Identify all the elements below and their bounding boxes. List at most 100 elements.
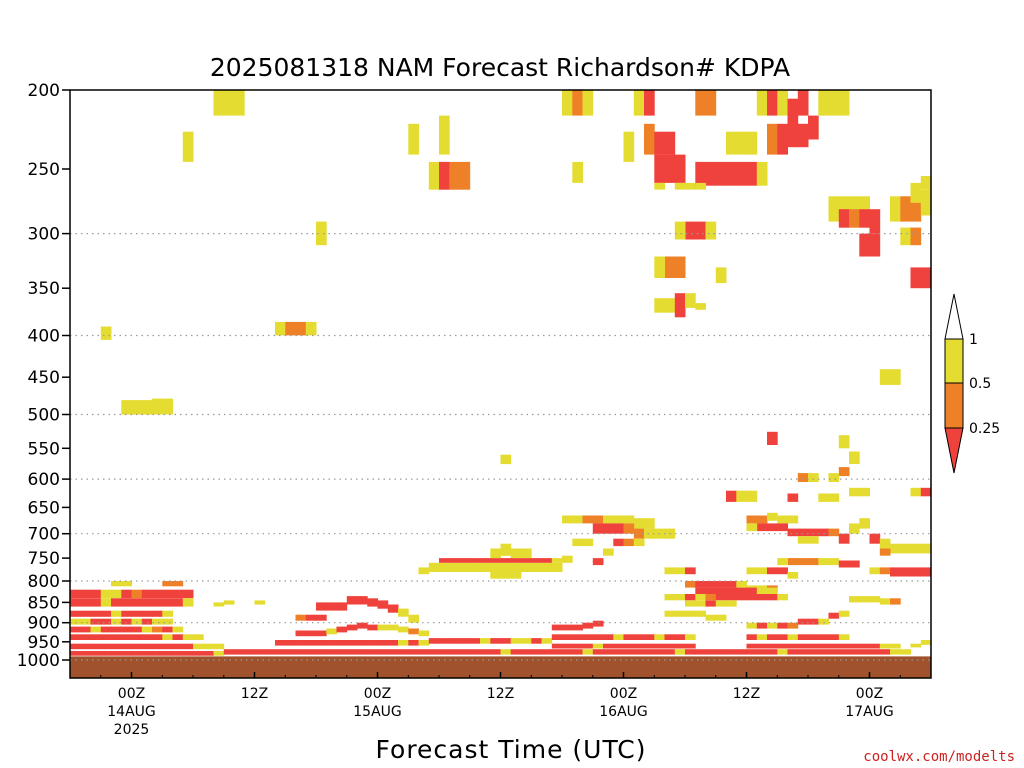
ri-cell xyxy=(111,626,122,633)
ri-cell xyxy=(152,626,163,633)
ri-cell xyxy=(551,558,563,563)
ri-cell xyxy=(141,626,153,633)
ri-cell xyxy=(377,600,389,609)
ri-cell xyxy=(182,589,194,599)
ri-cell xyxy=(316,614,327,621)
ri-cell xyxy=(111,643,122,650)
ri-cell xyxy=(777,622,788,629)
ri-cell xyxy=(121,643,132,650)
ri-cell xyxy=(100,326,112,340)
ri-cell xyxy=(726,594,737,601)
ri-cell xyxy=(879,598,891,605)
ri-cell xyxy=(920,189,931,216)
ri-cell xyxy=(295,614,307,621)
ri-cell xyxy=(469,649,481,655)
ri-cell xyxy=(131,589,143,599)
ri-cell xyxy=(931,640,942,645)
ri-cell xyxy=(767,649,778,655)
ri-cell xyxy=(469,638,481,644)
ri-cell xyxy=(879,567,891,575)
ri-cell xyxy=(920,267,931,289)
ri-cell xyxy=(418,640,430,646)
ri-cell xyxy=(828,473,840,482)
ri-cell xyxy=(152,643,163,650)
ri-cell xyxy=(736,594,747,601)
ri-cell xyxy=(705,614,717,621)
ri-cell xyxy=(654,298,665,313)
y-tick-label: 600 xyxy=(28,470,60,490)
ri-cell xyxy=(623,523,635,534)
ri-cell xyxy=(541,562,553,572)
ri-cell xyxy=(859,518,870,529)
ri-cell xyxy=(70,589,81,599)
ri-cell xyxy=(264,649,276,655)
ri-cell xyxy=(654,154,665,183)
ri-cell xyxy=(910,182,922,203)
ri-cell xyxy=(367,624,378,631)
ri-cell xyxy=(859,643,870,649)
ri-cell xyxy=(838,209,850,228)
ri-cell xyxy=(787,515,799,524)
ri-cell xyxy=(685,643,696,649)
ri-cell xyxy=(797,649,809,655)
ri-cell xyxy=(736,587,747,595)
ri-cell xyxy=(746,643,758,649)
ri-cell xyxy=(613,523,624,534)
ri-cell xyxy=(705,90,717,116)
ri-cell xyxy=(746,649,758,655)
plot-area xyxy=(70,90,931,678)
ri-cell xyxy=(100,626,112,633)
ri-cell xyxy=(879,548,891,556)
ri-cell xyxy=(664,610,676,617)
ri-cell xyxy=(644,518,655,529)
ri-cell xyxy=(695,587,706,595)
ri-cell xyxy=(685,182,696,190)
x-axis-label: Forecast Time (UTC) xyxy=(376,735,647,764)
ri-cell xyxy=(777,634,788,640)
ri-cell xyxy=(705,600,717,607)
ri-cell xyxy=(920,640,931,645)
ri-cell xyxy=(654,256,665,278)
ri-cell xyxy=(931,267,942,288)
ri-cell xyxy=(828,196,840,222)
ri-cell xyxy=(80,589,91,599)
ri-cell xyxy=(172,581,184,587)
ri-cell xyxy=(172,643,184,650)
ri-cell xyxy=(193,651,204,656)
ri-cell xyxy=(162,618,173,625)
ri-cell xyxy=(90,626,102,633)
ri-cell xyxy=(80,651,91,656)
ri-cell xyxy=(633,538,645,547)
ri-cell xyxy=(500,562,512,572)
ri-cell xyxy=(377,640,389,646)
ri-cell xyxy=(674,293,686,318)
ri-cell xyxy=(111,598,122,607)
ri-cell xyxy=(582,649,594,655)
ri-cell xyxy=(797,558,809,566)
ri-cell xyxy=(592,643,604,649)
ri-cell xyxy=(736,490,747,502)
ri-cell xyxy=(746,594,758,601)
ri-cell xyxy=(613,538,624,547)
x-tick-label: 12Z xyxy=(487,686,514,702)
ri-cell xyxy=(746,131,758,155)
ri-cell xyxy=(357,622,368,629)
ri-cell xyxy=(582,643,594,649)
ri-cell xyxy=(808,643,819,649)
ri-cell xyxy=(449,161,460,190)
ri-cell xyxy=(336,626,348,633)
ri-cell xyxy=(275,649,286,655)
ri-cell xyxy=(695,610,706,617)
ri-cell xyxy=(705,581,717,588)
ri-cell xyxy=(920,487,931,497)
ri-cell xyxy=(613,634,624,640)
ri-cell xyxy=(90,598,102,607)
ri-cell xyxy=(664,594,676,601)
ri-cell xyxy=(80,618,91,625)
ri-cell xyxy=(90,610,102,617)
colorbar-swatch xyxy=(944,338,964,384)
ri-cell xyxy=(828,558,840,566)
ri-cell xyxy=(285,321,296,336)
ri-cell xyxy=(685,594,696,601)
y-tick-label: 700 xyxy=(28,525,60,545)
